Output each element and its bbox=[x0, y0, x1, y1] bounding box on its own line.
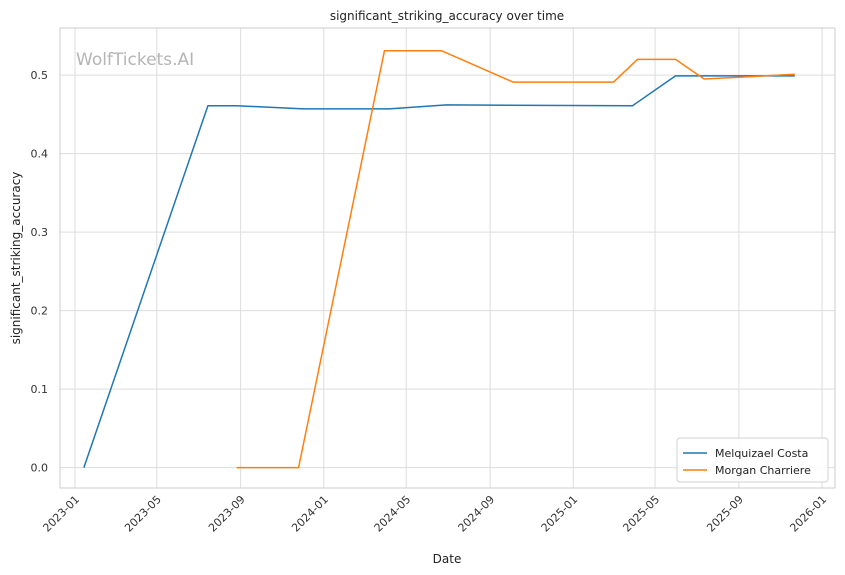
plot-frame bbox=[59, 27, 836, 489]
y-tick-label: 0.1 bbox=[31, 383, 49, 396]
y-axis-ticks: 0.0 0.1 0.2 0.3 0.4 0.5 bbox=[31, 69, 49, 474]
plot-background bbox=[60, 28, 835, 488]
y-tick-label: 0.0 bbox=[31, 462, 49, 475]
plot-area bbox=[59, 27, 836, 489]
y-tick-label: 0.4 bbox=[31, 148, 49, 161]
legend-box bbox=[676, 437, 829, 483]
legend-label-0: Melquizael Costa bbox=[715, 447, 808, 460]
legend-items: Melquizael Costa Morgan Charriere bbox=[683, 447, 811, 477]
series-line-0 bbox=[83, 75, 795, 468]
y-axis-label: significant_striking_accuracy bbox=[9, 172, 23, 345]
y-tick-label: 0.3 bbox=[31, 226, 49, 239]
legend: Melquizael Costa Morgan Charriere bbox=[676, 437, 829, 483]
legend-label-1: Morgan Charriere bbox=[715, 464, 811, 477]
series-line-1 bbox=[236, 50, 795, 469]
chart-title: significant_striking_accuracy over time bbox=[330, 9, 564, 23]
y-tick-label: 0.2 bbox=[31, 305, 49, 318]
x-axis-label: Date bbox=[433, 552, 462, 566]
series-lines bbox=[83, 50, 795, 469]
watermark-text: WolfTickets.AI bbox=[76, 50, 194, 70]
y-tick-label: 0.5 bbox=[31, 69, 49, 82]
